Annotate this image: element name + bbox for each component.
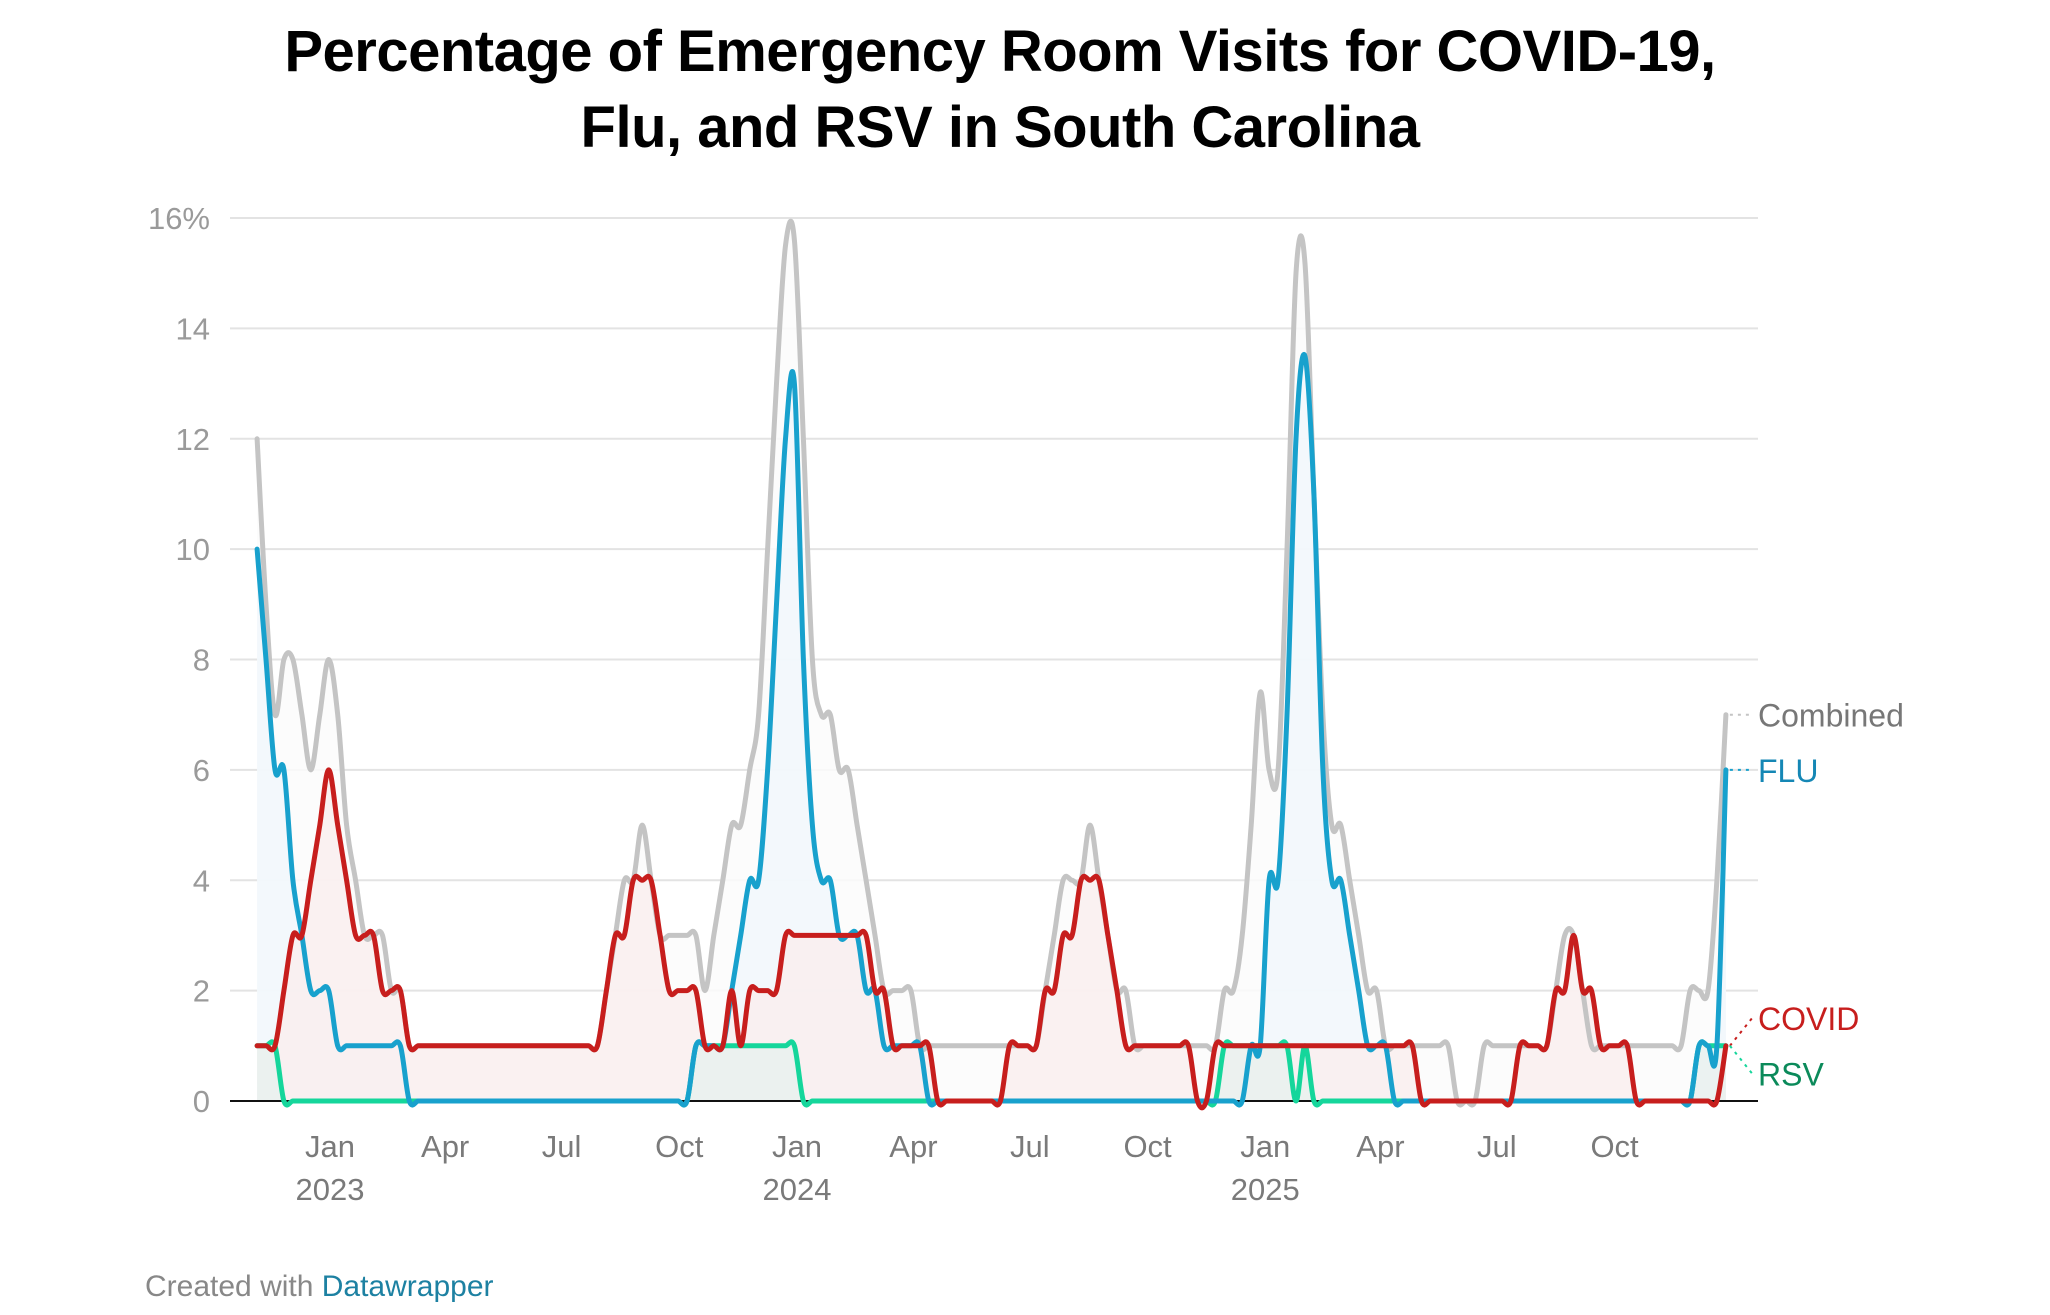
y-axis-labels: 0 2 4 6 8 10 12 14 16% (148, 201, 210, 1119)
x-tick-label: Jul (542, 1129, 582, 1164)
x-tick-label: Apr (421, 1129, 469, 1164)
x-tick-label: Oct (655, 1129, 704, 1164)
chart-title-line-1: Percentage of Emergency Room Visits for … (284, 19, 1716, 84)
series-lines (254, 218, 1729, 1111)
x-axis-labels: Jan 2023 Apr Jul Oct Jan 2024 Apr Jul Oct Jan 2025 A… (296, 1129, 1640, 1207)
series-areas (257, 221, 1726, 1108)
x-tick-year-label: 2025 (1231, 1172, 1300, 1207)
x-tick-label: Apr (889, 1129, 937, 1164)
x-tick-label: Jul (1477, 1129, 1517, 1164)
combined-series-label: Combined (1758, 698, 1904, 734)
flu-area (257, 354, 1726, 1106)
covid-line (254, 767, 1729, 1111)
flu-line (254, 352, 1729, 1108)
x-tick-label: Jan (1240, 1129, 1290, 1164)
footer-prefix: Created with (145, 1270, 322, 1303)
x-tick-year-label: 2024 (763, 1172, 832, 1207)
datawrapper-link[interactable]: Datawrapper (321, 1270, 494, 1303)
rsv-label-leader (1729, 1045, 1753, 1075)
gridlines (230, 217, 1758, 992)
y-tick-label: 14 (176, 311, 210, 346)
y-tick-label: 16% (148, 201, 210, 236)
y-tick-label: 12 (176, 422, 210, 457)
covid-series-label: COVID (1758, 1001, 1859, 1037)
x-tick-year-label: 2023 (296, 1172, 365, 1207)
series-labels: Combined FLU COVID RSV (1729, 698, 1904, 1092)
y-tick-label: 8 (193, 643, 210, 678)
y-tick-label: 6 (193, 753, 210, 788)
chart-title: Percentage of Emergency Room Visits for … (0, 14, 2000, 166)
x-tick-label: Jan (305, 1129, 355, 1164)
covid-area (257, 769, 1726, 1108)
x-tick-label: Jul (1010, 1129, 1050, 1164)
flu-series-label: FLU (1758, 753, 1818, 789)
combined-line (254, 218, 1729, 1108)
combined-area (257, 221, 1726, 1106)
chart-title-line-2: Flu, and RSV in South Carolina (580, 95, 1420, 160)
y-tick-label: 2 (193, 974, 210, 1009)
x-tick-label: Apr (1356, 1129, 1404, 1164)
x-tick-label: Oct (1590, 1129, 1639, 1164)
x-tick-label: Jan (772, 1129, 822, 1164)
y-tick-label: 10 (176, 532, 210, 567)
y-tick-label: 4 (193, 863, 210, 898)
footer-credit: Created with Datawrapper (145, 1270, 494, 1304)
rsv-series-label: RSV (1758, 1056, 1824, 1092)
x-tick-label: Oct (1123, 1129, 1172, 1164)
y-tick-label: 0 (193, 1084, 210, 1119)
covid-label-leader (1729, 1017, 1753, 1047)
